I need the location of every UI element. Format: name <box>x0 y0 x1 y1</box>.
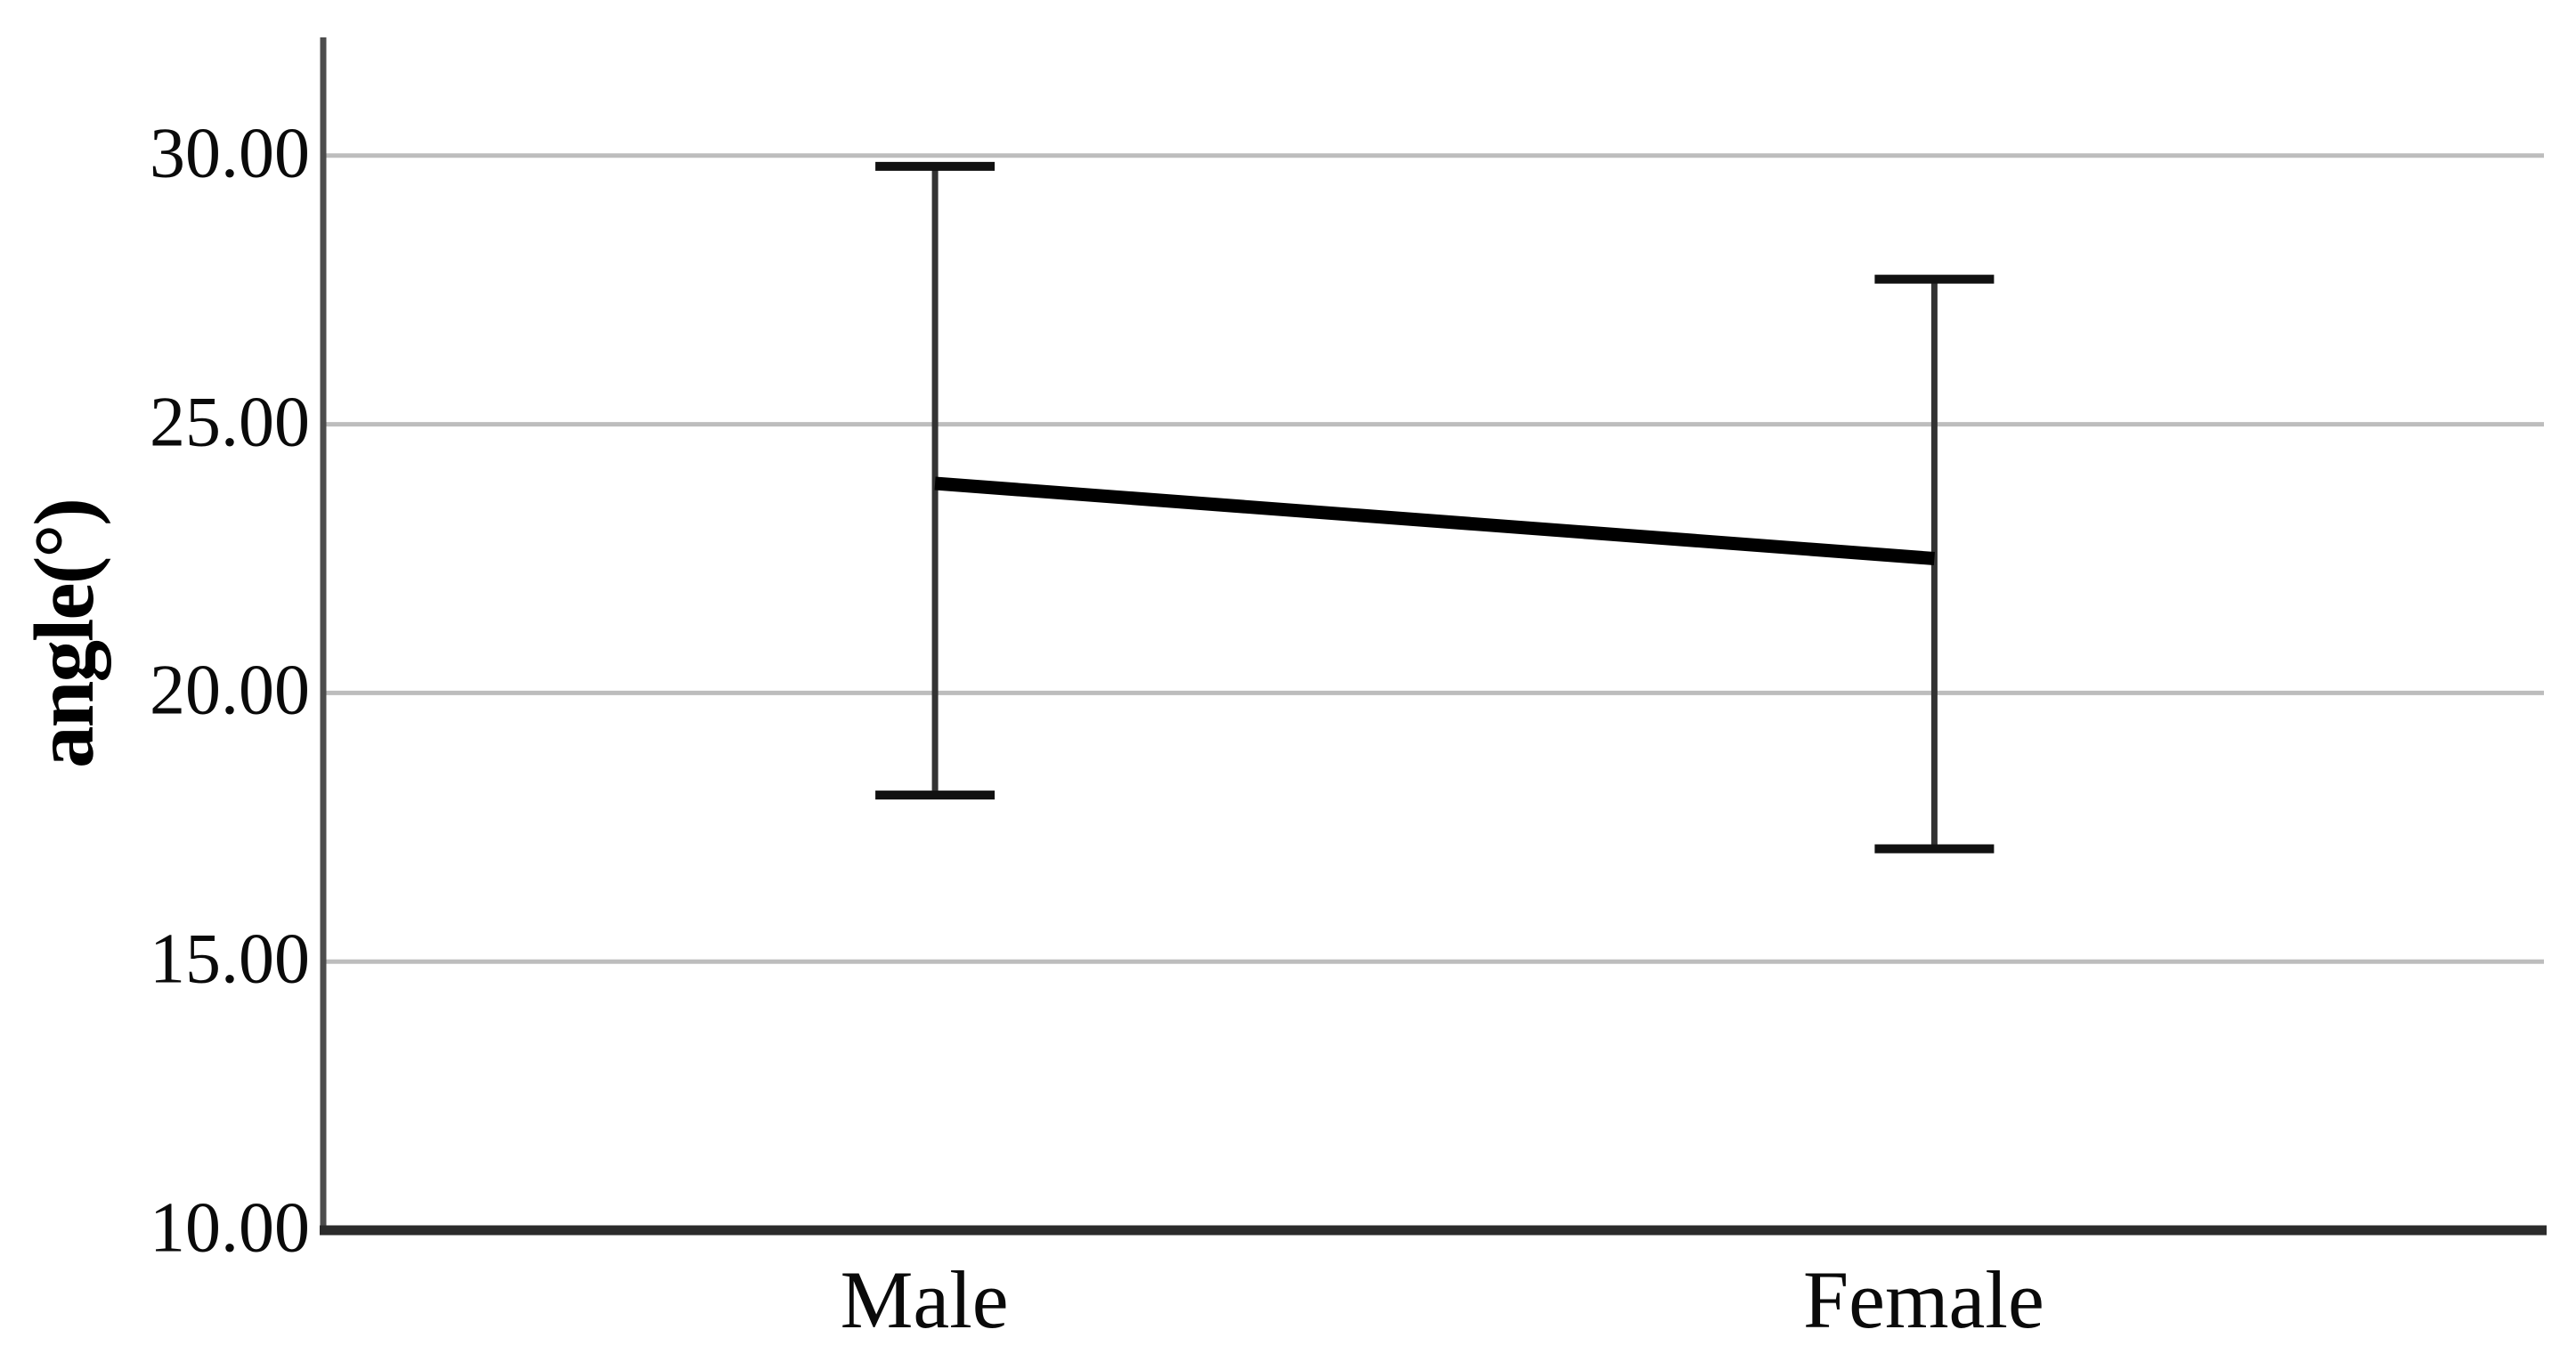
y-tick-label: 10.00 <box>150 1188 310 1268</box>
y-tick-label: 15.00 <box>150 920 310 999</box>
y-tick-label: 30.00 <box>150 114 310 193</box>
x-category-label-female: Female <box>1802 1254 2044 1345</box>
y-tick-label: 25.00 <box>150 383 310 462</box>
y-tick-label: 20.00 <box>150 652 310 731</box>
y-axis-title: angle(°) <box>17 499 111 768</box>
x-category-label-male: Male <box>840 1254 1009 1345</box>
mean-line <box>934 476 1935 565</box>
